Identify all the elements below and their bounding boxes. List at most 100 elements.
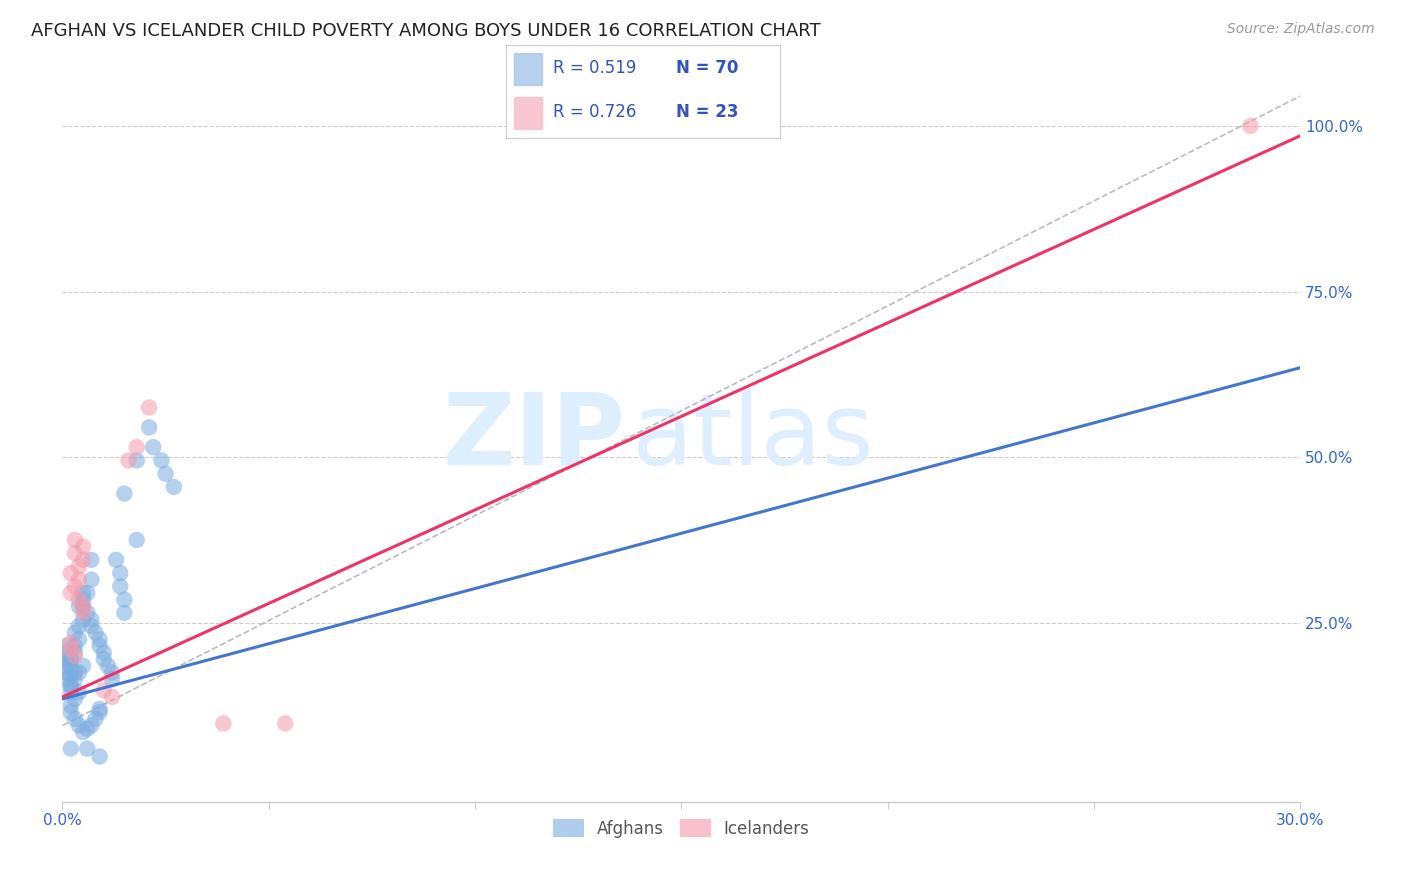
Point: [63, 639, 86, 653]
Point: [59, 566, 82, 580]
Point: [84, 625, 107, 640]
Point: [72, 540, 94, 554]
Point: [138, 420, 160, 434]
Point: [76, 741, 98, 756]
Point: [59, 679, 82, 693]
Point: [212, 716, 235, 731]
Point: [110, 566, 132, 580]
Point: [72, 599, 94, 614]
Point: [67, 592, 90, 607]
Point: [59, 741, 82, 756]
Point: [84, 712, 107, 726]
Point: [93, 683, 115, 698]
Point: [97, 658, 120, 673]
Point: [80, 573, 103, 587]
Point: [117, 453, 139, 467]
Point: [76, 586, 98, 600]
Point: [155, 467, 177, 481]
Point: [63, 579, 86, 593]
Point: [63, 533, 86, 547]
Point: [1239, 119, 1261, 133]
Point: [59, 652, 82, 666]
Point: [72, 586, 94, 600]
Point: [67, 619, 90, 633]
Point: [112, 606, 135, 620]
Point: [63, 646, 86, 660]
Point: [63, 546, 86, 560]
Text: N = 23: N = 23: [676, 103, 738, 120]
Point: [93, 652, 115, 666]
Text: N = 70: N = 70: [676, 60, 738, 78]
Bar: [515, 97, 541, 129]
Point: [72, 592, 94, 607]
Point: [72, 658, 94, 673]
Point: [89, 702, 111, 716]
Point: [89, 705, 111, 719]
Point: [55, 652, 77, 666]
Point: [72, 599, 94, 614]
Point: [101, 672, 124, 686]
Point: [55, 646, 77, 660]
Point: [67, 718, 90, 732]
Point: [55, 672, 77, 686]
Point: [59, 685, 82, 699]
Point: [80, 718, 103, 732]
Point: [72, 725, 94, 739]
Point: [89, 749, 111, 764]
Point: [80, 612, 103, 626]
Point: [138, 401, 160, 415]
Point: [67, 573, 90, 587]
Point: [59, 698, 82, 713]
Point: [101, 690, 124, 704]
Text: R = 0.726: R = 0.726: [553, 103, 636, 120]
Bar: [515, 53, 541, 85]
Point: [63, 648, 86, 663]
Text: AFGHAN VS ICELANDER CHILD POVERTY AMONG BOYS UNDER 16 CORRELATION CHART: AFGHAN VS ICELANDER CHILD POVERTY AMONG …: [31, 22, 821, 40]
Point: [72, 606, 94, 620]
Point: [67, 559, 90, 574]
Point: [53, 665, 76, 680]
Point: [112, 486, 135, 500]
Text: atlas: atlas: [631, 389, 873, 486]
Point: [59, 642, 82, 657]
Point: [110, 579, 132, 593]
Point: [112, 592, 135, 607]
Point: [67, 685, 90, 699]
Point: [55, 658, 77, 673]
Point: [63, 625, 86, 640]
Point: [63, 672, 86, 686]
Text: ZIP: ZIP: [443, 389, 626, 486]
Point: [72, 612, 94, 626]
Point: [59, 586, 82, 600]
Point: [105, 553, 128, 567]
Point: [63, 712, 86, 726]
Point: [59, 669, 82, 683]
Text: R = 0.519: R = 0.519: [553, 60, 636, 78]
Point: [59, 652, 82, 666]
Point: [125, 440, 148, 454]
Point: [274, 716, 297, 731]
Point: [125, 533, 148, 547]
Point: [80, 619, 103, 633]
Point: [63, 665, 86, 680]
Point: [93, 646, 115, 660]
Point: [59, 705, 82, 719]
Point: [76, 606, 98, 620]
Point: [89, 632, 111, 647]
Point: [55, 639, 77, 653]
Point: [125, 453, 148, 467]
Point: [67, 632, 90, 647]
Point: [59, 658, 82, 673]
Point: [59, 679, 82, 693]
Point: [89, 639, 111, 653]
Point: [163, 480, 186, 494]
Point: [63, 692, 86, 706]
Point: [67, 665, 90, 680]
Point: [101, 665, 124, 680]
Point: [142, 440, 165, 454]
Point: [150, 453, 173, 467]
Point: [59, 635, 82, 649]
Point: [67, 599, 90, 614]
Point: [72, 553, 94, 567]
Point: [76, 722, 98, 736]
